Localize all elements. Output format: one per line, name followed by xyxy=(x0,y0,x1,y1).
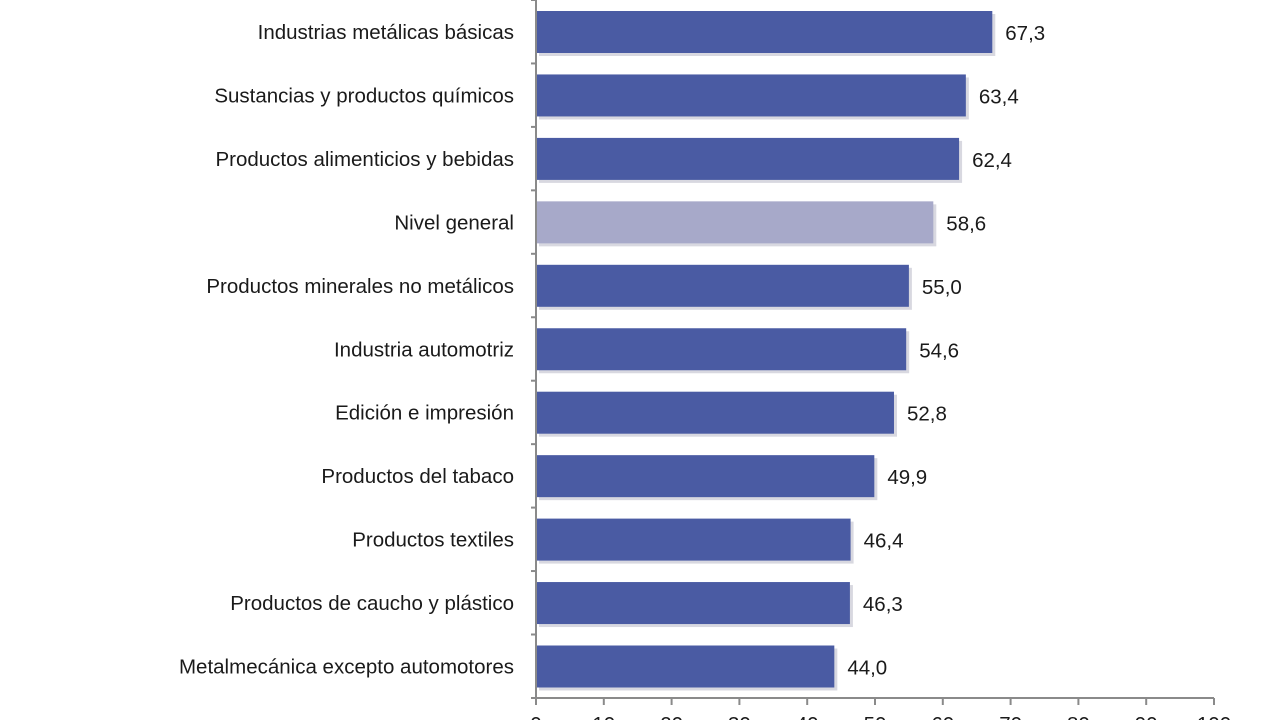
bar xyxy=(537,201,934,244)
category-label: Nivel general xyxy=(394,211,514,234)
value-label: 46,4 xyxy=(864,530,904,553)
value-label: 63,4 xyxy=(979,85,1019,108)
x-tick-label: 60 xyxy=(931,713,954,720)
value-label: 44,0 xyxy=(847,657,887,680)
category-label: Productos minerales no metálicos xyxy=(206,275,514,298)
category-label: Productos textiles xyxy=(352,529,514,552)
x-tick-label: 30 xyxy=(728,713,751,720)
value-label: 52,8 xyxy=(907,403,947,426)
bar xyxy=(537,645,835,688)
category-label: Productos del tabaco xyxy=(321,465,514,488)
value-label: 55,0 xyxy=(922,276,962,299)
x-tick-label: 80 xyxy=(1067,713,1090,720)
category-label: Metalmecánica excepto automotores xyxy=(179,656,514,679)
category-label: Industria automotriz xyxy=(334,338,514,361)
bar xyxy=(537,391,894,434)
value-label: 67,3 xyxy=(1005,22,1045,45)
x-tick-label: 20 xyxy=(660,713,683,720)
category-label: Productos de caucho y plástico xyxy=(230,592,514,615)
x-tick-label: 40 xyxy=(796,713,819,720)
bar xyxy=(537,518,851,561)
value-label: 54,6 xyxy=(919,339,959,362)
x-tick-label: 50 xyxy=(864,713,887,720)
x-tick-label: 70 xyxy=(999,713,1022,720)
bars-group: Industrias metálicas básicas 67,3 Sustanci… xyxy=(179,11,1045,691)
bar xyxy=(537,582,850,625)
bar xyxy=(537,264,909,307)
x-tick-label: 100 xyxy=(1197,713,1231,720)
category-label: Edición e impresión xyxy=(335,402,514,425)
bar xyxy=(537,74,966,117)
x-tick-label: 90 xyxy=(1135,713,1158,720)
category-label: Productos alimenticios y bebidas xyxy=(215,148,514,171)
x-tick-label: 10 xyxy=(592,713,615,720)
bar xyxy=(537,455,875,498)
value-label: 49,9 xyxy=(887,466,927,489)
bar xyxy=(537,328,907,371)
bar xyxy=(537,137,960,180)
bar xyxy=(537,11,993,53)
category-label: Sustancias y productos químicos xyxy=(214,84,514,107)
value-label: 58,6 xyxy=(946,212,986,235)
axes-group: 0 10 20 30 40 50 60 70 80 90 100 xyxy=(530,0,1231,720)
category-label: Industrias metálicas básicas xyxy=(258,21,514,44)
value-label: 62,4 xyxy=(972,149,1012,172)
x-tick-label: 0 xyxy=(530,713,541,720)
value-label: 46,3 xyxy=(863,593,903,616)
